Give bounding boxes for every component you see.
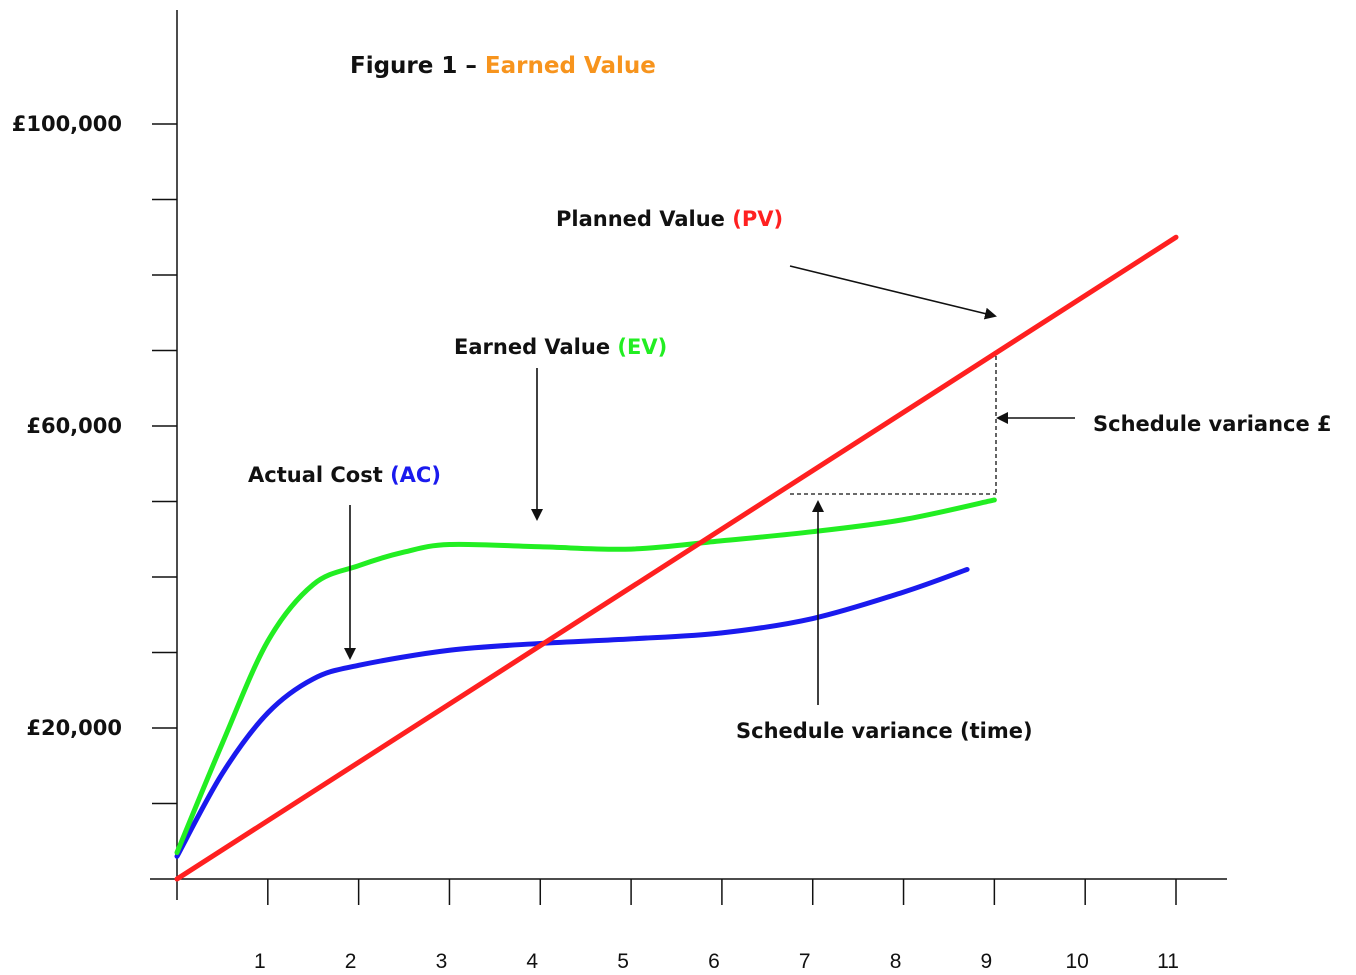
chart-title: Figure 1 – Earned Value bbox=[350, 53, 656, 79]
annotation-planned-value-text: Planned Value bbox=[556, 207, 732, 231]
x-tick-label: 10 bbox=[1066, 950, 1089, 973]
y-axis-tick-labels: £20,000 £60,000 £100,000 bbox=[12, 112, 122, 740]
x-tick-label: 1 bbox=[254, 950, 266, 973]
series-layer bbox=[174, 234, 1179, 882]
y-tick-label: £100,000 bbox=[12, 112, 122, 136]
x-tick-label: 4 bbox=[526, 950, 538, 973]
annotation-actual-cost-abbr: (AC) bbox=[390, 463, 441, 487]
series-line-actual-cost bbox=[174, 566, 970, 859]
pv-arrow bbox=[789, 265, 997, 320]
y-tick-label: £60,000 bbox=[26, 414, 122, 438]
x-tick-label: 8 bbox=[890, 950, 902, 973]
y-tick-label: £20,000 bbox=[26, 716, 122, 740]
annotation-schedule-variance-money: Schedule variance £ bbox=[1093, 412, 1332, 436]
series-line-earned-value bbox=[174, 497, 997, 856]
x-tick-label: 9 bbox=[981, 950, 993, 973]
annotation-schedule-variance-time: Schedule variance (time) bbox=[736, 719, 1033, 743]
annotation-earned-value-text: Earned Value bbox=[454, 335, 617, 359]
x-tick-label: 2 bbox=[345, 950, 357, 973]
x-tick-label: 3 bbox=[436, 950, 448, 973]
y-axis-ticks bbox=[152, 123, 177, 805]
annotation-actual-cost: Actual Cost (AC) bbox=[248, 463, 441, 487]
x-axis-ticks bbox=[267, 879, 1177, 905]
annotation-earned-value-abbr: (EV) bbox=[617, 335, 667, 359]
chart-title-prefix: Figure 1 – bbox=[350, 53, 485, 79]
x-tick-label: 6 bbox=[708, 950, 720, 973]
annotation-planned-value: Planned Value (PV) bbox=[556, 207, 783, 231]
chart-title-highlight: Earned Value bbox=[485, 53, 656, 79]
annotation-actual-cost-text: Actual Cost bbox=[248, 463, 390, 487]
x-tick-label: 7 bbox=[799, 950, 811, 973]
annotation-earned-value: Earned Value (EV) bbox=[454, 335, 667, 359]
series-line-planned-value bbox=[174, 234, 1179, 882]
x-axis-tick-labels: 1 2 3 4 5 6 7 8 9 10 11 bbox=[254, 950, 1179, 973]
x-tick-label: 5 bbox=[617, 950, 629, 973]
annotation-planned-value-abbr: (PV) bbox=[732, 207, 783, 231]
x-tick-label: 11 bbox=[1157, 950, 1179, 973]
